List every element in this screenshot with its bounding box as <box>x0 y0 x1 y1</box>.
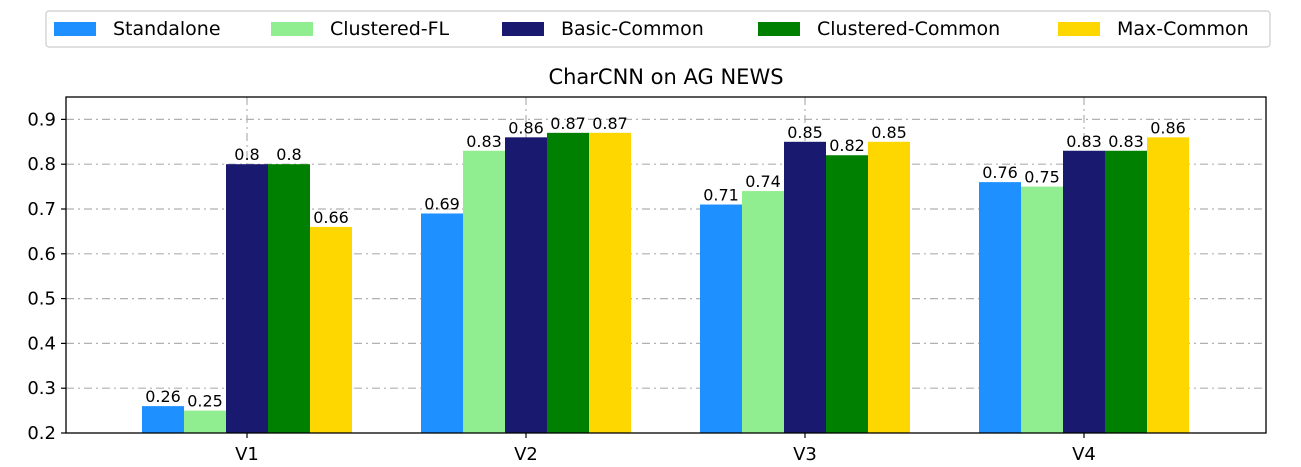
data-label: 0.85 <box>871 123 907 142</box>
legend-swatch <box>1058 22 1100 36</box>
legend-swatch <box>271 22 313 36</box>
bar <box>868 141 910 434</box>
legend-swatch <box>758 22 800 36</box>
bar <box>979 182 1021 433</box>
bar <box>268 164 310 433</box>
y-tick-label: 0.4 <box>27 333 56 354</box>
legend-label: Basic-Common <box>561 18 704 40</box>
bar <box>784 141 826 434</box>
data-label: 0.25 <box>187 392 223 411</box>
y-tick-label: 0.8 <box>27 154 56 175</box>
data-label: 0.83 <box>466 132 502 151</box>
x-axis: V1 V2 V3 V4 <box>235 433 1096 465</box>
legend-label: Clustered-FL <box>330 18 450 40</box>
y-tick-label: 0.5 <box>27 289 56 310</box>
data-label: 0.74 <box>745 172 781 191</box>
y-tick-label: 0.3 <box>27 378 56 399</box>
bar <box>1063 150 1105 433</box>
y-tick-label: 0.2 <box>27 423 56 444</box>
data-label: 0.87 <box>550 114 586 133</box>
bar <box>505 137 547 433</box>
data-label: 0.8 <box>234 145 259 164</box>
bar <box>184 410 226 433</box>
legend-label: Standalone <box>113 18 221 40</box>
bar <box>1147 137 1189 433</box>
data-label: 0.26 <box>145 387 181 406</box>
bar <box>421 213 463 433</box>
legend: Standalone Clustered-FL Basic-Common Cluste… <box>45 10 1271 48</box>
data-label: 0.75 <box>1024 168 1060 187</box>
bar <box>1021 186 1063 433</box>
x-tick-label: V4 <box>1072 444 1096 465</box>
bar <box>463 150 505 433</box>
data-label: 0.83 <box>1066 132 1102 151</box>
legend-frame <box>45 10 1271 48</box>
data-label: 0.71 <box>703 186 739 205</box>
data-label: 0.85 <box>787 123 823 142</box>
legend-label: Clustered-Common <box>817 18 1000 40</box>
data-label: 0.87 <box>592 114 628 133</box>
bar <box>310 226 352 433</box>
bar <box>142 406 184 433</box>
data-label: 0.86 <box>508 118 544 137</box>
data-label: 0.8 <box>276 145 301 164</box>
bar <box>547 132 589 433</box>
bar <box>700 204 742 433</box>
x-tick-label: V1 <box>235 444 259 465</box>
data-label: 0.86 <box>1150 118 1186 137</box>
y-axis: 0.2 0.3 0.4 0.5 0.6 0.7 0.8 0.9 <box>27 109 66 444</box>
y-tick-label: 0.7 <box>27 199 56 220</box>
bar <box>742 191 784 433</box>
legend-swatch <box>54 22 96 36</box>
data-label: 0.82 <box>829 136 865 155</box>
y-tick-label: 0.6 <box>27 244 56 265</box>
chart-title: CharCNN on AG NEWS <box>548 65 783 89</box>
x-tick-label: V2 <box>514 444 538 465</box>
x-tick-label: V3 <box>793 444 817 465</box>
bar <box>826 155 868 434</box>
legend-label: Max-Common <box>1117 18 1249 40</box>
data-label: 0.83 <box>1108 132 1144 151</box>
bar <box>226 164 268 433</box>
bar <box>589 132 631 433</box>
y-tick-label: 0.9 <box>27 109 56 130</box>
plot-frame <box>65 96 1267 434</box>
data-labels: 0.26 0.69 0.71 0.76 0.25 0.83 0.74 0.75 0.8 0.86 0… <box>145 114 1186 411</box>
bar <box>1105 150 1147 433</box>
data-label: 0.66 <box>313 208 349 227</box>
bars <box>142 132 1189 434</box>
data-label: 0.76 <box>982 163 1018 182</box>
legend-swatch <box>502 22 544 36</box>
data-label: 0.69 <box>424 194 460 213</box>
